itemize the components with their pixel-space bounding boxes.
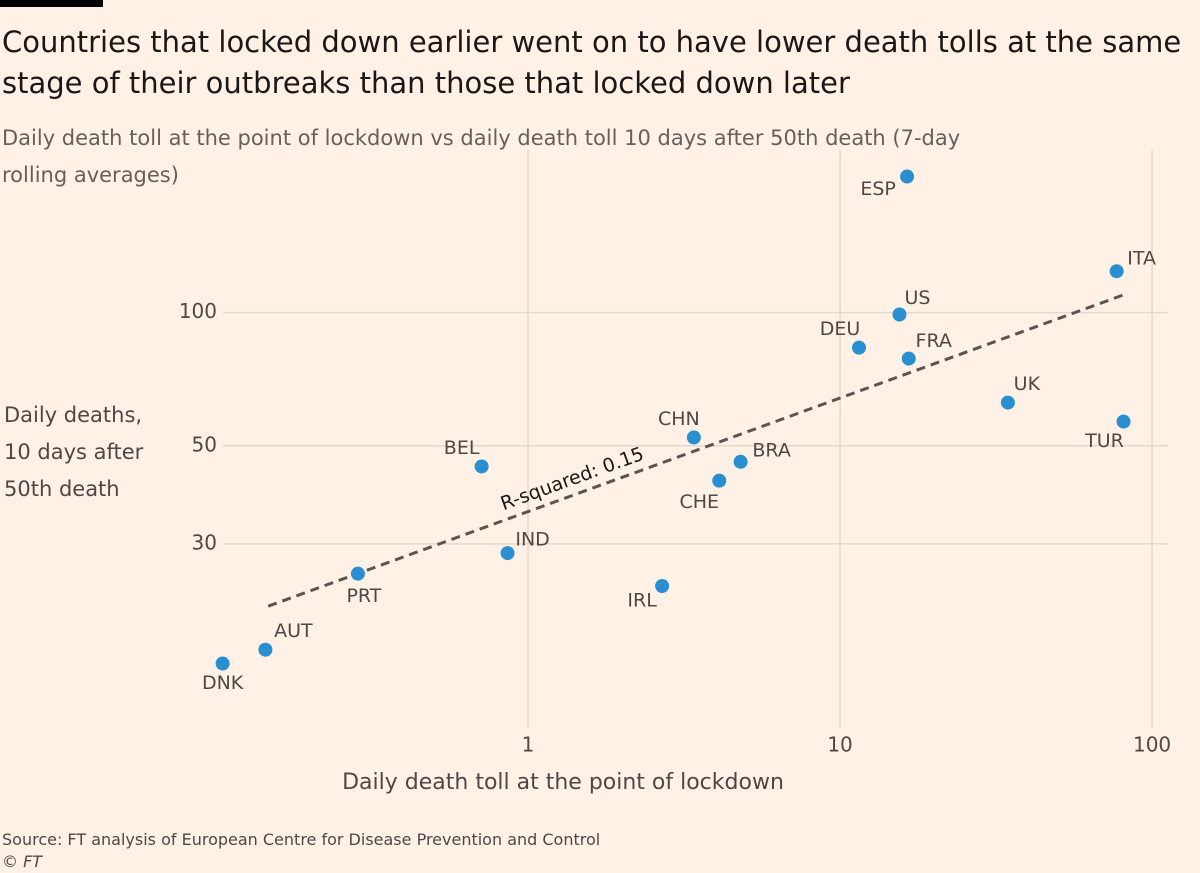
trend-label: R-squared: 0.15 xyxy=(498,443,647,515)
point-label: CHN xyxy=(658,408,700,430)
point-label: BEL xyxy=(444,437,480,459)
point xyxy=(733,454,748,469)
y-axis-label: Daily deaths, 10 days after 50th death xyxy=(4,403,144,501)
point-label: ITA xyxy=(1127,248,1156,270)
point xyxy=(215,656,230,671)
y-tick-label: 30 xyxy=(192,530,217,554)
point xyxy=(655,579,670,594)
copyright: © FT xyxy=(2,852,43,871)
point-label: DEU xyxy=(820,318,861,340)
chart-subtitle: Daily death toll at the point of lockdow… xyxy=(2,126,961,187)
point-label: UK xyxy=(1014,373,1041,395)
x-axis-label: Daily death toll at the point of lockdow… xyxy=(342,770,784,795)
point xyxy=(851,340,866,355)
point xyxy=(258,642,273,657)
chart-title: Countries that locked down earlier went … xyxy=(2,25,1182,100)
point-label: PRT xyxy=(346,585,381,607)
y-tick-label: 50 xyxy=(192,432,217,456)
point xyxy=(892,307,907,322)
point-label: ESP xyxy=(860,178,896,200)
point xyxy=(500,546,515,561)
x-tick-label: 100 xyxy=(1133,733,1171,757)
point-label: CHE xyxy=(679,491,719,513)
point-label: IRL xyxy=(627,590,657,612)
point xyxy=(686,430,701,445)
point xyxy=(1116,414,1131,429)
point xyxy=(900,169,915,184)
point xyxy=(1109,264,1124,279)
point xyxy=(712,473,727,488)
point-label: TUR xyxy=(1084,430,1124,452)
x-tick-label: 10 xyxy=(827,733,852,757)
point-label: BRA xyxy=(752,439,790,461)
point xyxy=(1000,395,1015,410)
point xyxy=(901,351,916,366)
point-label: AUT xyxy=(274,620,313,642)
trend-line xyxy=(267,292,1126,608)
point-label: DNK xyxy=(202,672,244,694)
brand-bar xyxy=(0,0,103,7)
point xyxy=(474,459,489,474)
point-label: US xyxy=(904,287,930,309)
point-label: FRA xyxy=(916,330,952,352)
x-tick-label: 1 xyxy=(522,733,535,757)
y-tick-label: 100 xyxy=(179,299,217,323)
source: Source: FT analysis of European Centre f… xyxy=(2,830,601,849)
point-label: IND xyxy=(515,529,549,551)
point xyxy=(350,566,365,581)
